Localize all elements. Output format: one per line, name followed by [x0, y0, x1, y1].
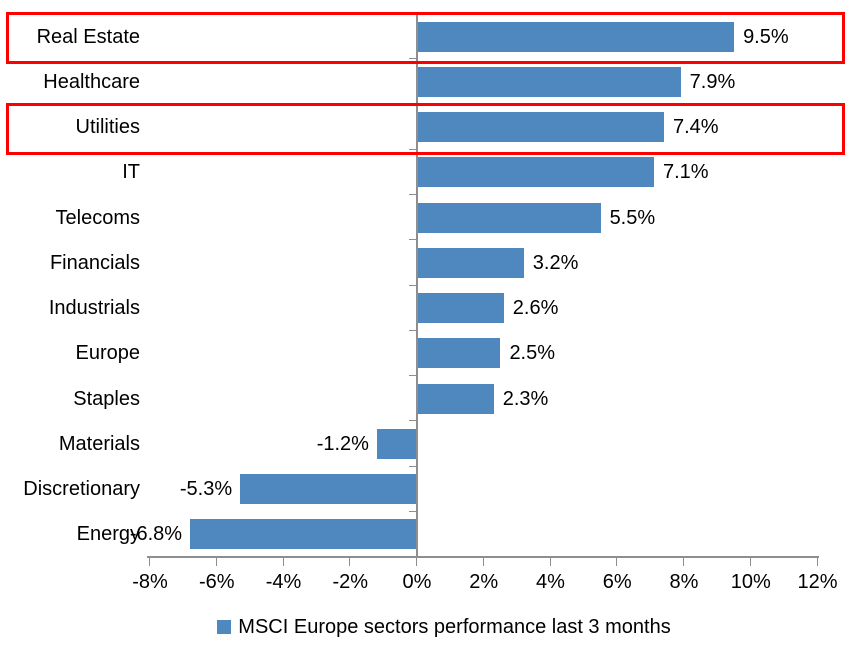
highlight-rect-real-estate	[6, 12, 845, 65]
category-axis-tick	[409, 239, 417, 241]
legend: MSCI Europe sectors performance last 3 m…	[0, 610, 852, 644]
category-label: Industrials	[48, 297, 140, 320]
category-label: Healthcare	[43, 70, 140, 93]
category-label: Telecoms	[55, 206, 140, 229]
value-axis-line	[147, 556, 819, 558]
category-label: Energy	[76, 523, 140, 546]
value-label: 3.2%	[532, 251, 579, 274]
value-label: 5.5%	[609, 206, 656, 229]
value-axis-tick	[816, 558, 818, 566]
highlight-rect-utilities	[6, 102, 845, 155]
bar	[376, 428, 417, 459]
value-axis-tick	[149, 558, 150, 566]
category-axis-tick	[409, 329, 417, 331]
value-label: 2.6%	[512, 297, 559, 320]
category-axis-tick	[409, 58, 417, 60]
category-axis-tick	[409, 510, 417, 512]
value-axis-tick	[416, 558, 417, 566]
value-axis-tick	[282, 558, 284, 566]
category-axis-tick	[409, 375, 417, 376]
category-axis-tick	[409, 148, 417, 150]
bar	[417, 66, 681, 97]
category-label: Real Estate	[36, 25, 140, 48]
value-label: 7.4%	[672, 116, 719, 139]
bar	[417, 21, 735, 52]
bar	[417, 383, 494, 414]
bar	[417, 338, 501, 369]
category-label: Materials	[58, 432, 140, 455]
category-label: Discretionary	[23, 478, 140, 501]
bar	[417, 202, 601, 233]
x-axis-tick-label: 2%	[469, 571, 499, 593]
category-label: Europe	[75, 342, 141, 365]
x-axis-tick-label: 0%	[402, 571, 432, 593]
x-axis-tick-label: 12%	[797, 571, 838, 593]
bar	[417, 157, 654, 188]
x-axis-tick-label: -6%	[198, 571, 235, 593]
value-axis-tick	[683, 558, 684, 566]
legend-entry: MSCI Europe sectors performance last 3 m…	[217, 615, 671, 639]
category-axis-tick	[409, 420, 417, 422]
value-label: 9.5%	[743, 25, 789, 48]
bar	[240, 474, 417, 505]
category-label: Utilities	[75, 116, 140, 139]
value-axis-tick	[349, 558, 351, 566]
value-label: -1.2%	[316, 432, 369, 455]
category-label: Staples	[73, 387, 140, 410]
category-axis-tick	[409, 284, 417, 286]
category-label: IT	[122, 161, 140, 184]
category-axis-tick	[409, 465, 417, 467]
x-axis-tick-label: -2%	[332, 571, 369, 593]
value-label: 7.1%	[662, 161, 709, 184]
value-axis-tick	[549, 558, 551, 566]
x-axis-tick-label: 4%	[536, 571, 565, 593]
bar	[417, 293, 504, 324]
value-axis-tick	[616, 558, 618, 566]
value-axis-tick	[749, 558, 751, 566]
value-axis-tick	[482, 558, 484, 566]
bar	[190, 519, 417, 550]
category-label: Financials	[49, 251, 140, 274]
value-label: 2.5%	[509, 342, 556, 365]
value-label: 7.9%	[689, 70, 736, 93]
legend-swatch-icon	[217, 620, 232, 634]
value-label: -6.8%	[129, 523, 183, 546]
category-axis-tick	[409, 194, 417, 195]
x-axis-tick-label: 8%	[669, 571, 699, 593]
x-axis-tick-label: 10%	[730, 571, 771, 593]
x-axis-tick-label: 6%	[602, 571, 632, 593]
value-label: -5.3%	[179, 478, 233, 501]
value-axis-tick	[215, 558, 217, 566]
bar	[417, 247, 524, 278]
bar	[417, 112, 664, 143]
x-axis-tick-label: -4%	[265, 571, 302, 593]
value-label: 2.3%	[502, 387, 549, 410]
x-axis-tick-label: -8%	[132, 571, 168, 593]
legend-label: MSCI Europe sectors performance last 3 m…	[238, 616, 671, 638]
category-axis-line	[416, 14, 418, 557]
